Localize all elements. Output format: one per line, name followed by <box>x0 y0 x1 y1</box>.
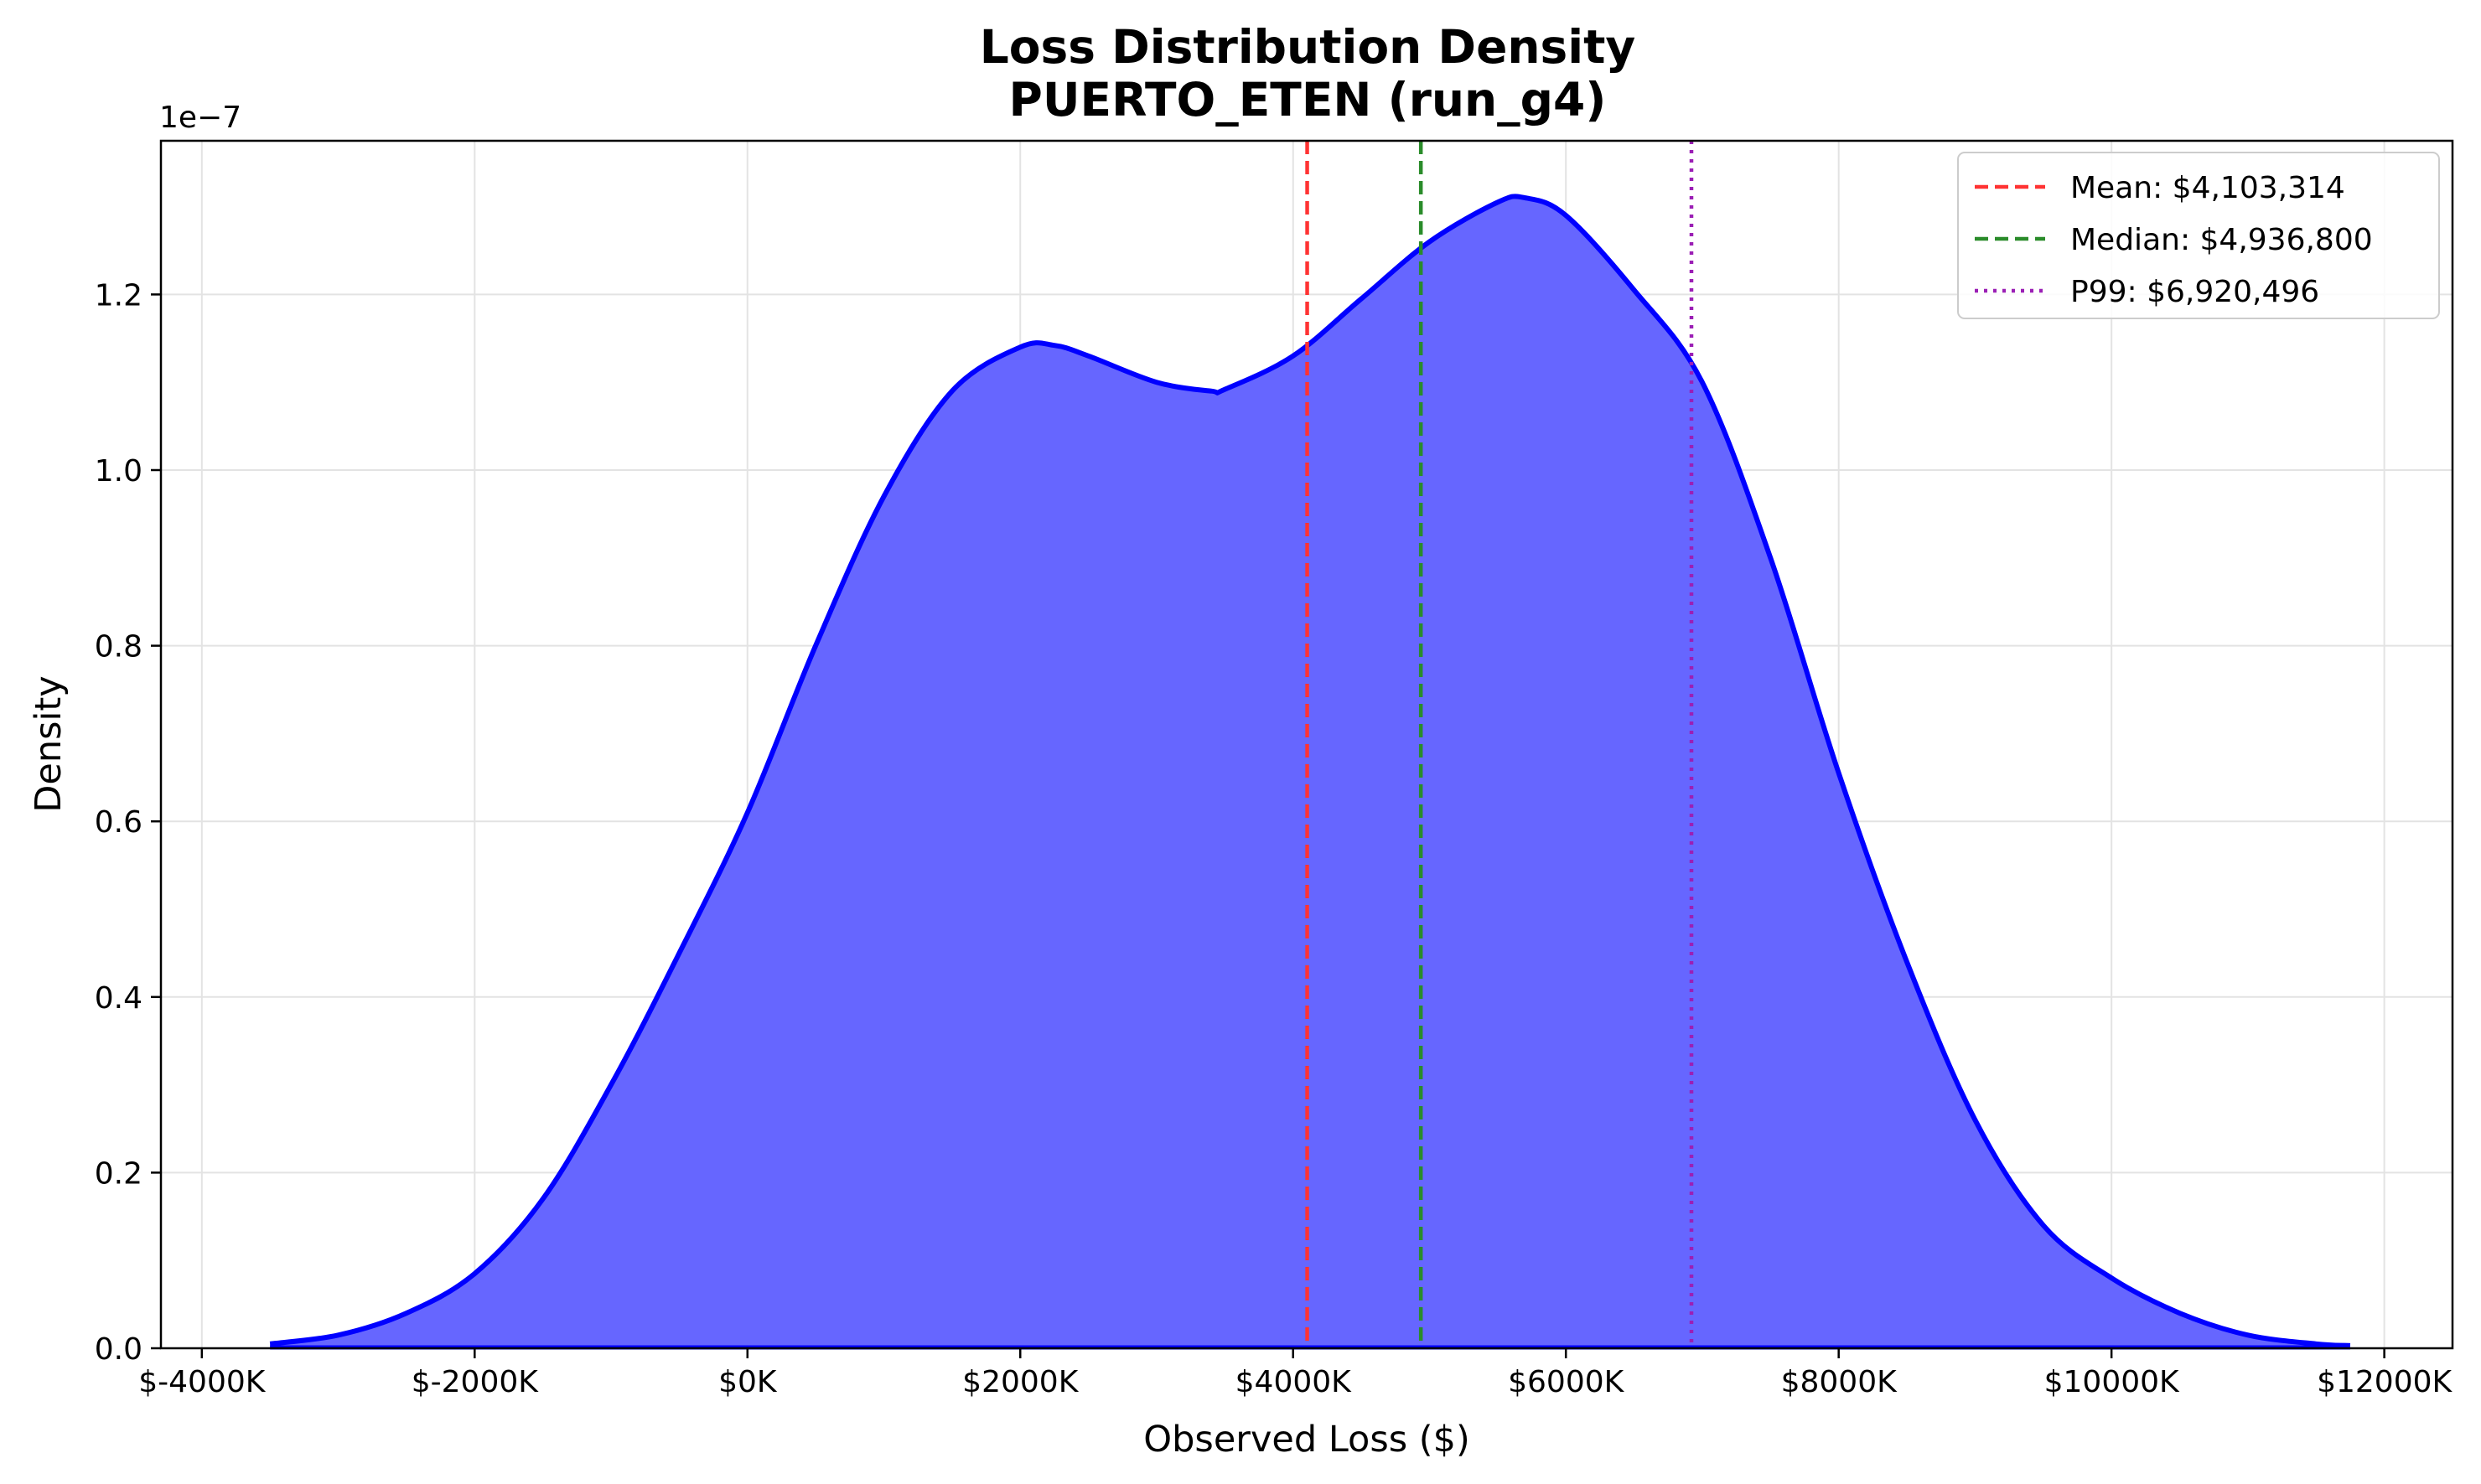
legend: Mean: $4,103,314 Median: $4,936,800 P99: $… <box>1957 152 2440 319</box>
legend-box <box>1957 152 2440 319</box>
x-tick-label: $4000K <box>1235 1365 1353 1399</box>
plot-frame <box>159 139 2454 1350</box>
x-tick-label: $10000K <box>2044 1365 2180 1399</box>
x-tick-label: $2000K <box>962 1365 1080 1399</box>
legend-label: Median: $4,936,800 <box>2070 223 2373 257</box>
density-line <box>269 194 2351 1348</box>
y-axis: 0.0 0.2 0.4 0.6 0.8 1.0 1.2 <box>95 278 161 1367</box>
x-axis: $-4000K $-2000K $0K $2000K $4000K $6000K $8000… <box>138 1348 2453 1399</box>
x-axis-label: Observed Loss ($) <box>1143 1419 1469 1461</box>
y-tick-label: 0.4 <box>95 981 142 1016</box>
x-tick-label: $-4000K <box>138 1365 267 1399</box>
y-tick-label: 0.8 <box>95 630 142 664</box>
y-tick-label: 0.2 <box>95 1156 142 1191</box>
y-tick-label: 0.6 <box>95 805 142 840</box>
x-tick-label: $6000K <box>1508 1365 1625 1399</box>
legend-label: P99: $6,920,496 <box>2070 275 2319 309</box>
x-tick-label: $0K <box>718 1365 778 1399</box>
y-offset-label: 1e−7 <box>159 101 241 135</box>
reference-lines <box>1305 141 1694 1348</box>
chart-title: Loss Distribution Density <box>980 20 1636 74</box>
y-tick-label: 1.2 <box>95 278 142 313</box>
x-tick-label: $8000K <box>1781 1365 1898 1399</box>
legend-label: Mean: $4,103,314 <box>2070 171 2345 205</box>
y-axis-label: Density <box>28 675 70 812</box>
density-fill <box>270 196 2350 1349</box>
y-tick-label: 0.0 <box>95 1332 142 1367</box>
y-tick-label: 1.0 <box>95 454 142 489</box>
chart-subtitle: PUERTO_ETEN (run_g4) <box>1009 73 1607 127</box>
x-tick-label: $12000K <box>2317 1365 2453 1399</box>
x-tick-label: $-2000K <box>412 1365 540 1399</box>
